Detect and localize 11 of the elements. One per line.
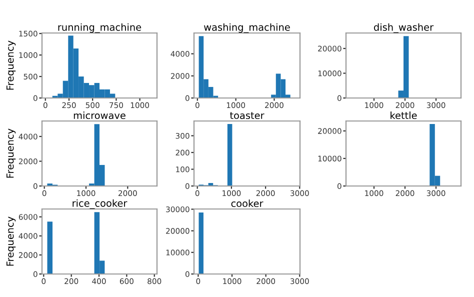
chart-title: dish_washer: [374, 23, 434, 33]
chart-title: kettle: [390, 112, 417, 120]
chart-title: rice_cooker: [72, 199, 128, 209]
chart-title: cooker: [231, 200, 264, 208]
chart-title: washing_machine: [204, 23, 290, 33]
y-axis-title: Frequency: [6, 40, 16, 90]
chart-title: toaster: [230, 112, 264, 120]
chart-title: running_machine: [58, 23, 142, 33]
y-axis-title: Frequency: [6, 216, 16, 266]
y-axis-title: Frequency: [6, 128, 16, 178]
chart-title: microwave: [74, 112, 126, 120]
